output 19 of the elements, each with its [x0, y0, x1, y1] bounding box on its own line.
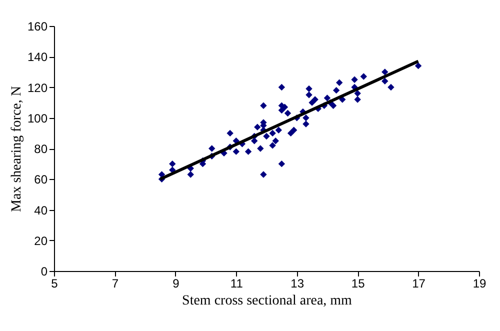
x-tick-label: 7	[112, 276, 119, 290]
x-tick-label: 9	[172, 276, 180, 290]
y-tick-label: 0	[40, 264, 48, 278]
x-tick-label: 11	[230, 276, 244, 290]
y-axis-title: Max shearing force, N	[9, 86, 24, 212]
y-tick-label: 80	[34, 142, 48, 156]
x-tick-label: 17	[412, 276, 426, 290]
y-tick-label: 20	[34, 234, 48, 248]
y-tick-label: 160	[27, 20, 48, 34]
x-tick-label: 19	[472, 276, 486, 290]
x-tick-label: 5	[51, 276, 58, 290]
x-axis-title: Stem cross sectional area, mm	[182, 294, 352, 308]
y-tick-label: 120	[27, 80, 48, 95]
y-tick-label: 40	[34, 203, 48, 218]
y-tick-label: 100	[27, 111, 48, 126]
y-tick-label: 140	[27, 50, 48, 64]
x-tick-label: 13	[290, 276, 304, 290]
x-tick-label: 15	[351, 276, 366, 290]
y-tick-label: 60	[34, 172, 48, 187]
